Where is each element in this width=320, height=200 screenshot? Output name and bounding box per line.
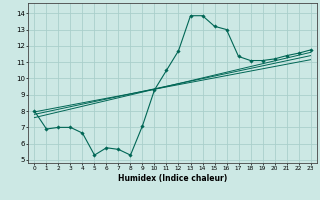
X-axis label: Humidex (Indice chaleur): Humidex (Indice chaleur) xyxy=(118,174,227,183)
